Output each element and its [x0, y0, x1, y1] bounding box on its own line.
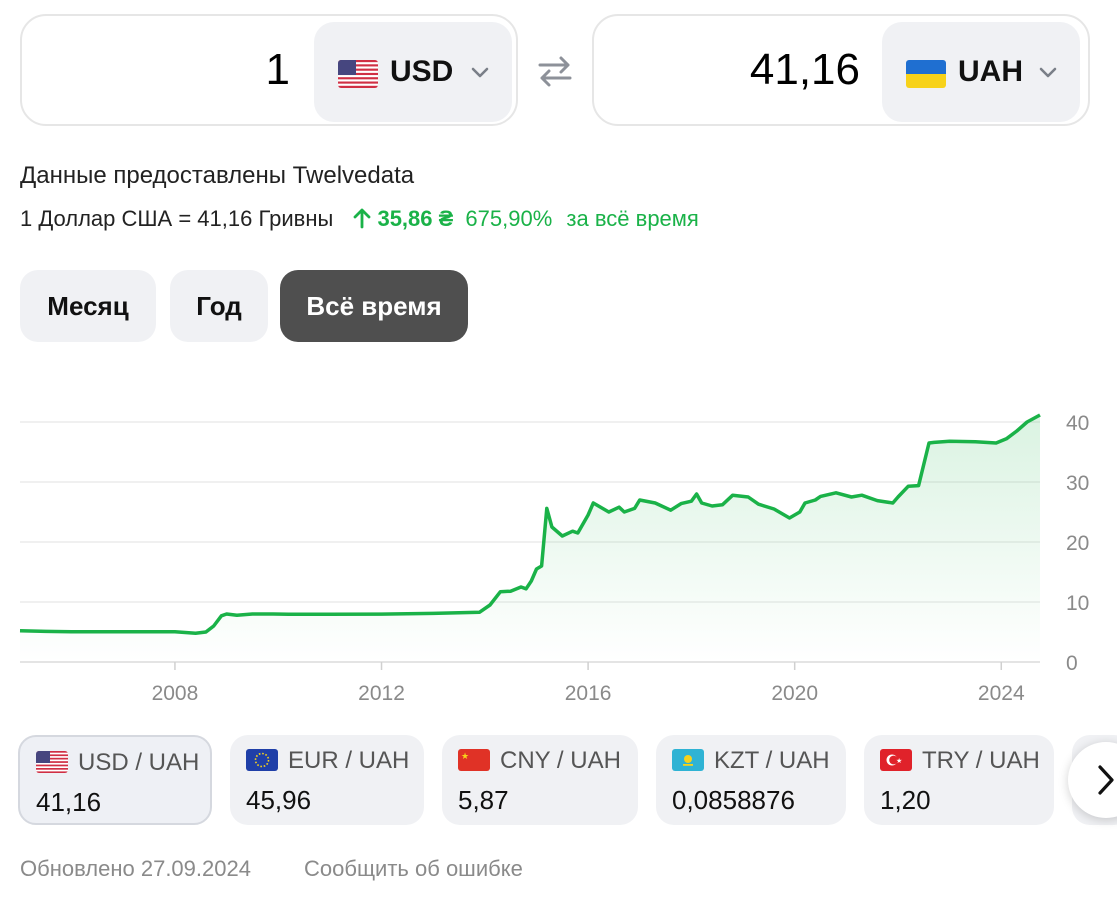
series-area: [20, 415, 1040, 662]
y-tick-label: 20: [1066, 532, 1089, 555]
pairs-next-button[interactable]: [1068, 742, 1117, 818]
y-tick-label: 0: [1066, 652, 1078, 675]
chevron-down-icon: [1036, 60, 1060, 84]
pair-name: EUR / UAH: [288, 747, 410, 774]
to-amount-input[interactable]: 41,16: [749, 45, 860, 94]
tab-month[interactable]: Месяц: [20, 270, 156, 342]
rate-summary: 1 Доллар США = 41,16 Гривны 35,86 ₴ 675,…: [20, 206, 699, 232]
us-flag-icon: [338, 60, 378, 88]
pair-name: KZT / UAH: [714, 747, 830, 774]
pair-card-eur-uah[interactable]: EUR / UAH 45,96: [230, 735, 424, 825]
x-tick-label: 2016: [565, 682, 612, 705]
x-tick-label: 2024: [978, 682, 1025, 705]
y-tick-label: 40: [1066, 412, 1089, 435]
x-tick-label: 2012: [358, 682, 405, 705]
to-currency-code: UAH: [958, 55, 1023, 88]
us-flag-icon: [36, 751, 68, 773]
chevron-down-icon: [468, 60, 492, 84]
rate-text: 1 Доллар США = 41,16 Гривны: [20, 206, 334, 231]
pair-value: 5,87: [458, 785, 509, 815]
swap-arrows-icon[interactable]: [536, 54, 574, 88]
svg-text:★: ★: [896, 757, 902, 765]
pair-card-usd-uah[interactable]: USD / UAH 41,16: [18, 735, 212, 825]
rate-chart: 0 10 20 30 40 2008 2012 2016 2020 2024: [19, 412, 1089, 705]
y-tick-label: 10: [1066, 592, 1089, 615]
from-amount-input[interactable]: 1: [265, 45, 290, 94]
pair-name: TRY / UAH: [922, 747, 1040, 774]
updated-date: Обновлено 27.09.2024: [20, 856, 251, 881]
x-tick-label: 2008: [152, 682, 199, 705]
data-provider-text: Данные предоставлены Twelvedata: [20, 162, 415, 189]
pair-name: USD / UAH: [78, 749, 200, 776]
kz-flag-icon: [672, 749, 704, 771]
ua-flag-icon: [906, 60, 946, 88]
rate-change-period: за всё время: [566, 206, 699, 231]
report-error-link[interactable]: Сообщить об ошибке: [304, 856, 523, 881]
pair-value: 1,20: [880, 785, 931, 815]
x-tick-label: 2020: [771, 682, 818, 705]
pair-name: CNY / UAH: [500, 747, 621, 774]
svg-text:★: ★: [461, 752, 469, 762]
tr-flag-icon: ★: [880, 749, 912, 771]
tab-year[interactable]: Год: [170, 270, 268, 342]
to-converter-box: 41,16 UAH: [592, 14, 1090, 126]
pair-value: 0,0858876: [672, 785, 795, 815]
chevron-right-icon: [1098, 765, 1114, 795]
rate-change-percent: 675,90%: [465, 206, 553, 231]
from-converter-box: 1 USD: [20, 14, 518, 126]
pair-value: 45,96: [246, 785, 312, 815]
pair-card-cny-uah[interactable]: ★ CNY / UAH 5,87: [442, 735, 638, 825]
cn-flag-icon: ★: [458, 749, 490, 771]
pair-card-try-uah[interactable]: ★ TRY / UAH 1,20: [864, 735, 1054, 825]
y-tick-label: 30: [1066, 472, 1089, 495]
tab-all-time[interactable]: Всё время: [280, 270, 468, 342]
arrow-up-icon: [354, 208, 371, 229]
rate-change-value: 35,86 ₴: [377, 206, 454, 231]
from-currency-select[interactable]: USD: [314, 22, 512, 122]
to-currency-select[interactable]: UAH: [882, 22, 1080, 122]
eu-flag-icon: [246, 749, 278, 771]
pair-card-kzt-uah[interactable]: KZT / UAH 0,0858876: [656, 735, 846, 825]
series-line: [19, 413, 1041, 635]
from-currency-code: USD: [390, 55, 454, 88]
rate-change: 35,86 ₴: [353, 206, 453, 231]
pair-value: 41,16: [36, 787, 102, 817]
